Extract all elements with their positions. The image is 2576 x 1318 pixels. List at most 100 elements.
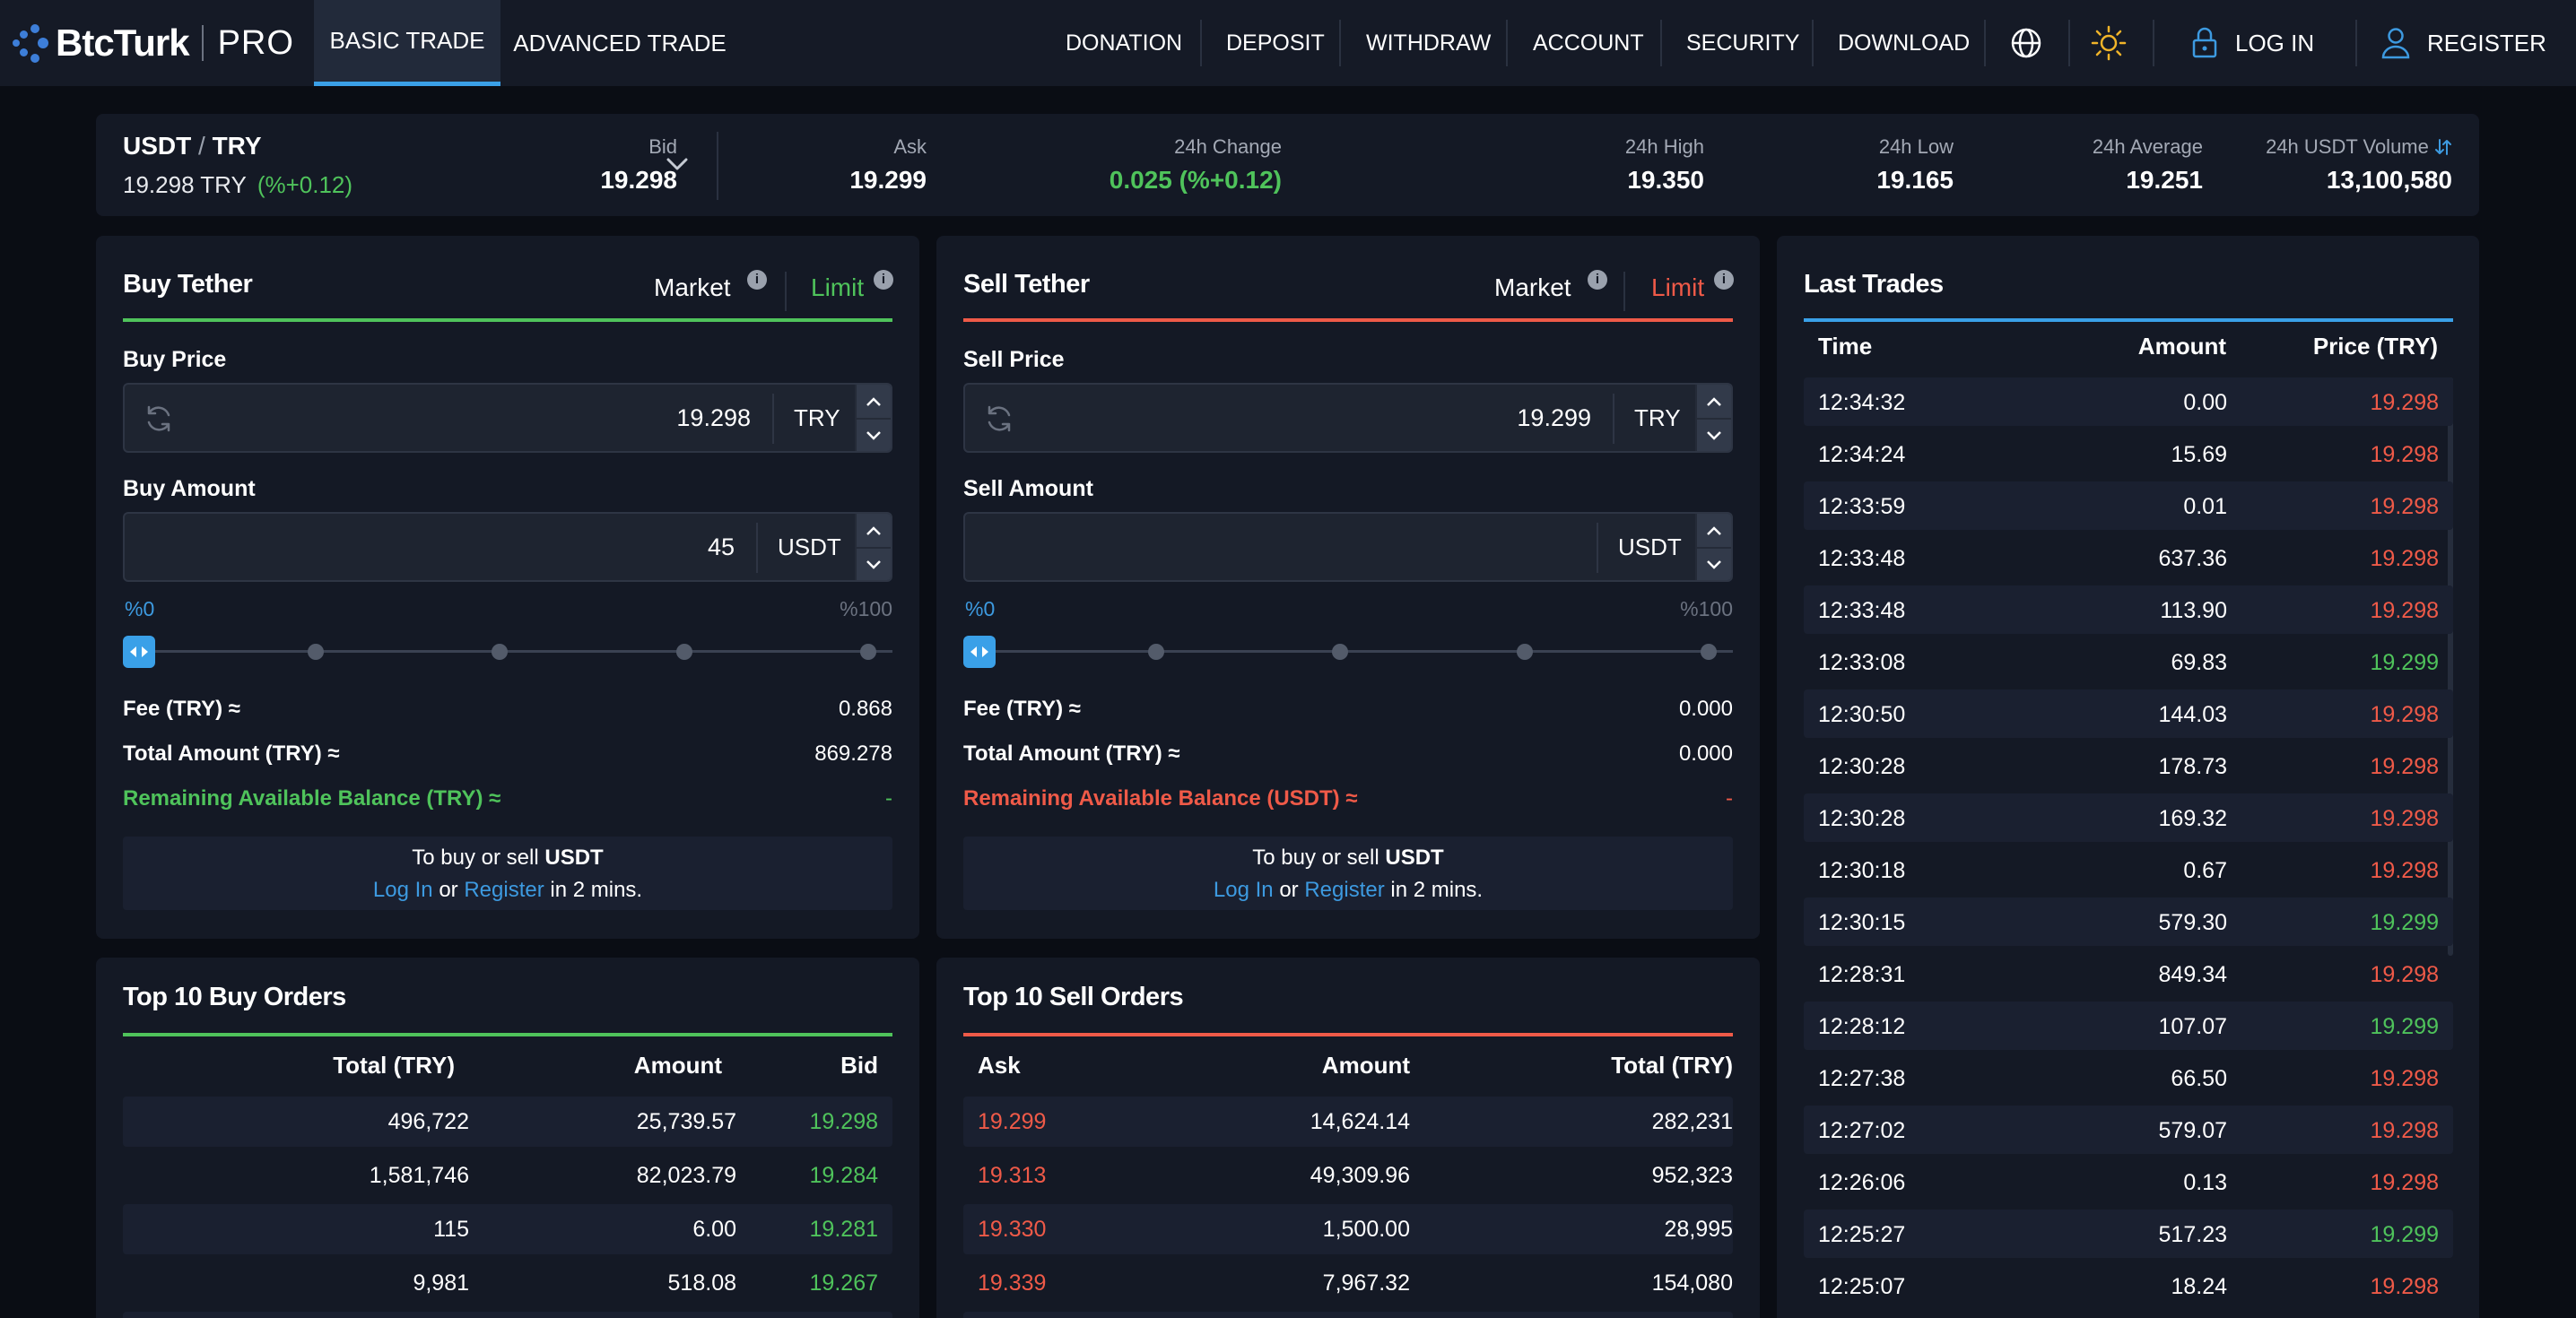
refresh-icon[interactable]	[143, 403, 175, 435]
table-row[interactable]	[963, 1312, 1733, 1318]
logo[interactable]: BtcTurk PRO	[11, 20, 294, 66]
nav-security[interactable]: SECURITY	[1686, 30, 1800, 56]
nav-account[interactable]: ACCOUNT	[1533, 30, 1644, 56]
table-row[interactable]: 19.313 49,309.96 952,323	[963, 1150, 1733, 1201]
trade-row[interactable]: 12:30:28 178.73 19.298	[1804, 741, 2453, 790]
column-header[interactable]: Amount	[633, 1052, 722, 1079]
column-header[interactable]: Total (TRY)	[333, 1052, 455, 1079]
trade-row[interactable]: 12:27:02 579.07 19.298	[1804, 1106, 2453, 1154]
sun-icon[interactable]	[2090, 24, 2128, 62]
slider-step-dot[interactable]	[1701, 644, 1717, 660]
price-decrement-button[interactable]	[1695, 418, 1731, 451]
slider-step-dot[interactable]	[1148, 644, 1164, 660]
trade-row[interactable]: 12:34:32 0.00 19.298	[1804, 377, 2453, 426]
mode-market-tab[interactable]: Market i	[1494, 270, 1607, 302]
notice-login-link[interactable]: Log In	[372, 878, 433, 902]
trade-row[interactable]: 12:28:12 107.07 19.299	[1804, 1002, 2453, 1050]
trade-row[interactable]: 12:25:07 18.24 19.298	[1804, 1262, 2453, 1310]
trade-amount: 849.34	[2158, 962, 2227, 987]
notice-register-link[interactable]: Register	[1304, 878, 1385, 902]
info-icon[interactable]: i	[1714, 270, 1734, 290]
buy-amount-value[interactable]: 45	[707, 533, 735, 560]
trade-row[interactable]: 12:33:48 113.90 19.298	[1804, 585, 2453, 634]
table-row[interactable]: 496,722 25,739.57 19.298	[123, 1097, 892, 1147]
trade-row[interactable]: 12:30:50 144.03 19.298	[1804, 689, 2453, 738]
slider-step-dot[interactable]	[1332, 644, 1348, 660]
table-row[interactable]	[123, 1312, 892, 1318]
sell-price-value[interactable]: 19.299	[1517, 404, 1591, 431]
refresh-icon[interactable]	[983, 403, 1015, 435]
mode-limit-tab[interactable]: Limit i	[811, 270, 893, 302]
table-row[interactable]: 115 6.00 19.281	[123, 1204, 892, 1254]
trade-row[interactable]: 12:30:28 169.32 19.298	[1804, 793, 2453, 842]
pair-selector[interactable]: USDT / TRY	[123, 132, 262, 160]
amount-increment-button[interactable]	[855, 514, 891, 547]
column-header[interactable]: Amount	[2137, 333, 2226, 360]
login-button[interactable]: LOG IN	[2190, 0, 2314, 86]
price-increment-button[interactable]	[855, 385, 891, 418]
column-header[interactable]: Amount	[1321, 1052, 1410, 1079]
trade-row[interactable]: 12:30:15 579.30 19.299	[1804, 897, 2453, 946]
amount-decrement-button[interactable]	[1695, 547, 1731, 580]
slider-handle[interactable]	[123, 636, 155, 668]
trade-row[interactable]: 12:30:18 0.67 19.298	[1804, 845, 2453, 894]
nav-download[interactable]: DOWNLOAD	[1838, 30, 1971, 56]
table-row[interactable]: 19.339 7,967.32 154,080	[963, 1258, 1733, 1308]
chevron-down-icon[interactable]	[661, 148, 693, 180]
slider-step-dot[interactable]	[492, 644, 508, 660]
slider-step-dot[interactable]	[1517, 644, 1533, 660]
trade-row[interactable]: 12:33:08 69.83 19.299	[1804, 637, 2453, 686]
amount-decrement-button[interactable]	[855, 547, 891, 580]
table-row[interactable]: 19.299 14,624.14 282,231	[963, 1097, 1733, 1147]
table-row[interactable]: 1,581,746 82,023.79 19.284	[123, 1150, 892, 1201]
column-header[interactable]: Price (TRY)	[2312, 333, 2438, 360]
mode-limit-tab[interactable]: Limit i	[1651, 270, 1734, 302]
trade-row[interactable]: 12:28:31 849.34 19.298	[1804, 949, 2453, 998]
stat-24h-volume: 24h USDT Volume 13,100,580	[2266, 135, 2452, 195]
percent-slider-track[interactable]	[139, 650, 892, 653]
table-row[interactable]: 19.330 1,500.00 28,995	[963, 1204, 1733, 1254]
tab-advanced-trade[interactable]: ADVANCED TRADE	[513, 29, 727, 56]
nav-withdraw[interactable]: WITHDRAW	[1366, 30, 1492, 56]
buy-form-card: Buy Tether Market i Limit i Buy Price 19…	[96, 236, 919, 939]
trade-row[interactable]: 12:27:38 66.50 19.298	[1804, 1054, 2453, 1102]
nav-deposit[interactable]: DEPOSIT	[1226, 30, 1325, 56]
notice-register-link[interactable]: Register	[464, 878, 544, 902]
slider-step-dot[interactable]	[676, 644, 692, 660]
trade-row[interactable]: 12:33:59 0.01 19.298	[1804, 481, 2453, 530]
price-decrement-button[interactable]	[855, 418, 891, 451]
slider-handle[interactable]	[963, 636, 996, 668]
column-header[interactable]: Time	[1818, 333, 1873, 360]
column-header[interactable]: Bid	[840, 1052, 878, 1079]
info-icon[interactable]: i	[874, 270, 893, 290]
percent-slider-track[interactable]	[979, 650, 1733, 653]
buy-price-field[interactable]: 19.298 TRY	[123, 383, 892, 453]
column-header[interactable]: Total (TRY)	[1611, 1052, 1733, 1079]
trade-row[interactable]: 12:33:48 637.36 19.298	[1804, 533, 2453, 582]
swap-icon[interactable]	[2434, 138, 2452, 156]
slider-step-dot[interactable]	[308, 644, 324, 660]
table-row[interactable]: 9,981 518.08 19.267	[123, 1258, 892, 1308]
globe-icon[interactable]	[2009, 26, 2043, 60]
trade-row[interactable]: 12:34:24 15.69 19.298	[1804, 429, 2453, 478]
nav-donation[interactable]: DONATION	[1066, 30, 1183, 56]
buy-price-value[interactable]: 19.298	[676, 404, 751, 431]
scrollbar[interactable]	[2448, 377, 2453, 956]
buy-amount-field[interactable]: 45 USDT	[123, 512, 892, 582]
sell-amount-field[interactable]: USDT	[963, 512, 1733, 582]
info-icon[interactable]: i	[1588, 270, 1607, 290]
sell-price-field[interactable]: 19.299 TRY	[963, 383, 1733, 453]
trade-row[interactable]: 12:25:27 517.23 19.299	[1804, 1210, 2453, 1258]
column-header[interactable]: Ask	[978, 1052, 1021, 1079]
amount-increment-button[interactable]	[1695, 514, 1731, 547]
tab-basic-trade[interactable]: BASIC TRADE	[314, 0, 500, 86]
trade-time: 12:30:15	[1818, 910, 1906, 935]
mode-market-tab[interactable]: Market i	[654, 270, 767, 302]
register-button[interactable]: REGISTER	[2380, 0, 2546, 86]
notice-login-link[interactable]: Log In	[1213, 878, 1274, 902]
slider-step-dot[interactable]	[860, 644, 876, 660]
price-increment-button[interactable]	[1695, 385, 1731, 418]
trade-price: 19.298	[2370, 442, 2439, 467]
trade-row[interactable]: 12:26:06 0.13 19.298	[1804, 1158, 2453, 1206]
info-icon[interactable]: i	[747, 270, 767, 290]
